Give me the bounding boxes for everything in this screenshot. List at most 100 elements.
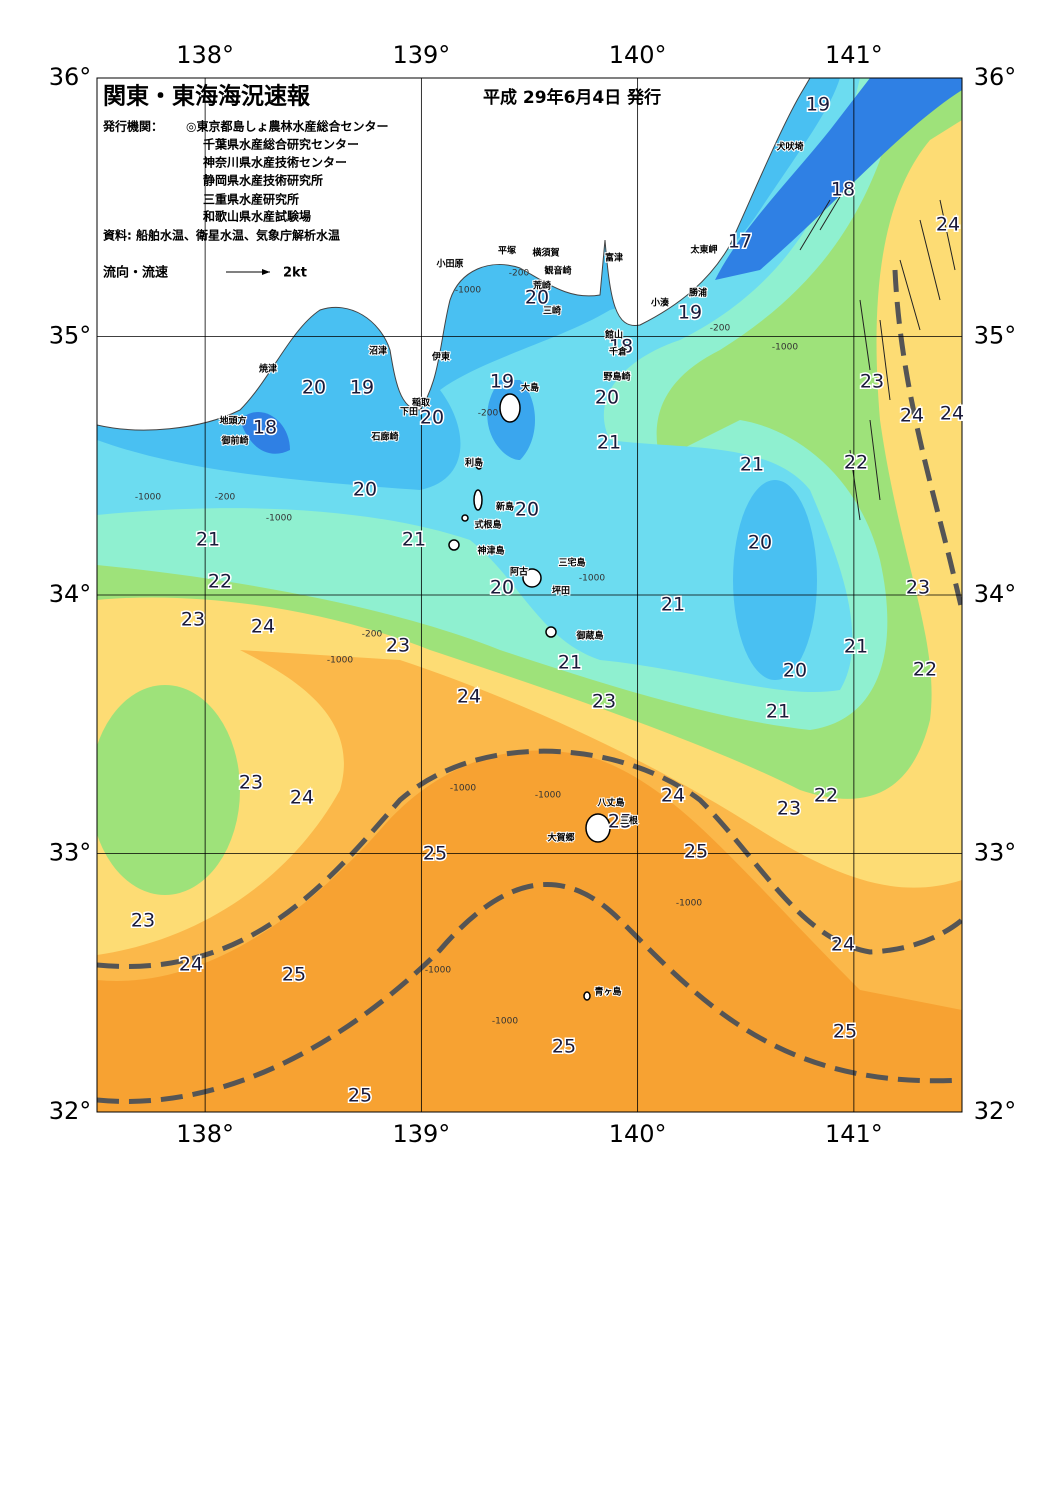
legend-arrowhead [262,269,270,275]
issuer: 静岡県水産技術研究所 [203,173,323,188]
place-name: 伊東 [431,351,450,363]
isotherm-label: 21 [844,636,868,658]
isotherm-label: 20 [783,660,807,682]
lat-label-left: 32° [49,1097,92,1125]
depth-label: -200 [509,269,530,279]
depth-label: -1000 [492,1017,518,1027]
depth-label: -1000 [535,791,561,801]
issuer: ◎東京都島しょ農林水産総合センター [186,119,388,134]
isotherm-label: 20 [302,377,326,399]
lat-label-right: 35° [974,322,1017,350]
place-name: 沼津 [369,345,387,357]
lat-label-left: 33° [49,839,92,867]
isotherm-label: 23 [592,691,616,713]
depth-label: -200 [215,493,236,503]
depth-label: -1000 [455,286,481,296]
isotherm-label: 18 [609,336,633,358]
issuer: 神奈川県水産技術センター [203,155,347,170]
place-name: 館山 [604,329,623,341]
lon-label-bottom: 139° [392,1120,450,1148]
isotherm-label: 19 [678,302,702,324]
isotherm-label: 24 [457,686,481,708]
place-name: 小湊 [650,297,670,309]
isotherm-label: 22 [814,785,838,807]
isotherm-label: 25 [608,811,632,833]
isotherm-label: 25 [423,843,447,865]
isotherm-label: 22 [913,659,937,681]
isotherm-label: 20 [420,407,444,429]
title: 関東・東海海況速報 [103,83,311,110]
isotherm-label: 25 [552,1036,576,1058]
isotherm-label: 23 [777,798,801,820]
place-name: 新島 [496,501,514,513]
lon-label-bottom: 141° [825,1120,883,1148]
isotherm-label: 24 [831,934,855,956]
place-name: 御蔵島 [575,630,603,642]
isotherm-label: 20 [525,287,549,309]
isotherm-label: 23 [906,577,930,599]
place-name: 観音崎 [544,265,571,277]
isotherm-label: 18 [831,179,855,201]
depth-label: -1000 [676,899,702,909]
place-name: 平塚 [498,245,516,257]
graticule [97,78,962,1112]
lon-label-top: 139° [392,41,450,69]
isotherm-label: 20 [353,479,377,501]
isotherm-label: 21 [558,652,582,674]
lat-label-right: 33° [974,839,1017,867]
isotherm-label: 20 [748,532,772,554]
isotherm-label: 21 [740,454,764,476]
place-name: 荒崎 [532,280,551,292]
depth-label: -1000 [450,784,476,794]
isotherm-label: 23 [131,910,155,932]
depth-label: -1000 [266,514,292,524]
lat-label-left: 35° [49,322,92,350]
isotherm-label: 20 [595,387,619,409]
isotherm-label: 19 [490,371,514,393]
isotherm-label: 23 [181,609,205,631]
lat-label-right: 34° [974,580,1017,608]
isotherm-label: 24 [940,403,964,425]
lat-label-right: 36° [974,63,1017,91]
isotherm-label: 22 [844,452,868,474]
depth-label: -200 [710,324,731,334]
isotherm-label: 25 [833,1021,857,1043]
lat-label-right: 32° [974,1097,1017,1125]
place-name: 稲取 [412,397,431,409]
issuer: 三重県水産研究所 [203,192,299,207]
isotherm-label: 20 [515,499,539,521]
isotherm-label: 21 [402,529,426,551]
legend-label: 流向・流速 [103,265,168,281]
isotherm-label: 24 [290,787,314,809]
isotherm-label: 24 [661,785,685,807]
lon-label-top: 141° [825,41,883,69]
lat-label-left: 36° [49,63,92,91]
place-name: 犬吠埼 [775,141,803,153]
issuer-label: 発行機関： [102,119,163,134]
lon-label-bottom: 138° [176,1120,234,1148]
place-name: 利島 [464,457,483,469]
place-name: 下田 [400,407,418,418]
isotherm-label: 18 [253,417,277,439]
isotherm-label: 24 [251,616,275,638]
isotherm-label: 24 [179,954,203,976]
isotherm-label: 21 [766,701,790,723]
isotherm-label: 23 [239,772,263,794]
place-name: 坪田 [552,585,570,597]
issuer: 和歌山県水産試験場 [202,209,311,224]
place-name: 焼津 [259,363,277,375]
place-name: 勝浦 [689,287,707,299]
isotherm-label: 24 [900,405,924,427]
lon-label-bottom: 140° [609,1120,667,1148]
depth-label: -1000 [425,966,451,976]
issue-date: 平成 29年6月4日 発行 [483,87,661,108]
legend-scale: 2kt [283,266,307,281]
place-name: 石廊崎 [370,431,398,443]
place-name: 式根島 [474,519,501,531]
sea-temperature [97,78,962,1112]
place-name: 野島崎 [603,371,630,383]
place-name: 横須賀 [532,247,559,259]
lon-label-top: 140° [609,41,667,69]
lon-label-top: 138° [176,41,234,69]
